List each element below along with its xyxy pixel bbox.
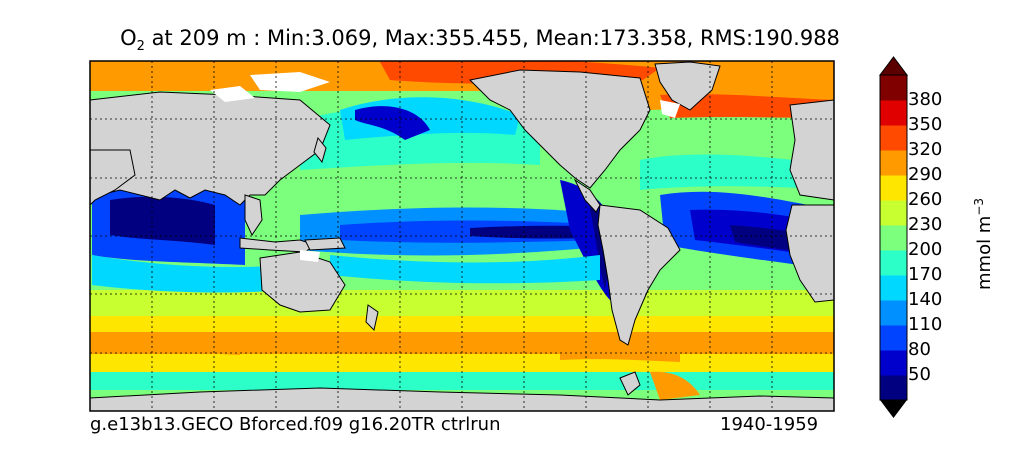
colorbar-segment	[880, 150, 907, 176]
title-subscript: 2	[136, 39, 145, 55]
colorbar	[879, 56, 908, 418]
colorbar-tick-label: 200	[908, 239, 943, 260]
colorbar-segment	[880, 350, 907, 376]
colorbar-tick-label: 140	[908, 289, 943, 310]
colorbar-tick-label: 170	[908, 264, 943, 285]
map-frame	[89, 60, 835, 412]
colorbar-tick-label: 320	[908, 139, 943, 160]
colorbar-segment	[880, 75, 907, 101]
colorbar-segment	[880, 250, 907, 276]
run-name-label: g.e13b13.GECO Bforced.f09 g16.20TR ctrlr…	[90, 414, 501, 435]
colorbar-segment	[880, 225, 907, 251]
years-label: 1940-1959	[720, 414, 819, 435]
title-stats: at 209 m : Min:3.069, Max:355.455, Mean:…	[144, 26, 840, 50]
title-variable: O	[120, 26, 137, 50]
svg-text:mmol m−3: mmol m−3	[972, 198, 995, 290]
colorbar-tick-label: 80	[908, 339, 931, 360]
colorbar-segment	[880, 275, 907, 301]
colorbar-tick-label: 350	[908, 114, 943, 135]
sea-ice	[210, 72, 680, 262]
unit-exponent: −3	[972, 198, 986, 216]
land-masses	[90, 61, 834, 411]
unit-text: mmol m	[974, 216, 995, 290]
colorbar-extend-max	[879, 56, 908, 76]
colorbar-segment	[880, 375, 907, 401]
colorbar-segment	[880, 300, 907, 326]
colorbar-tick-label: 230	[908, 214, 943, 235]
colorbar-segment	[880, 175, 907, 201]
map-title: O2 at 209 m : Min:3.069, Max:355.455, Me…	[0, 26, 960, 54]
colorbar-segment	[880, 325, 907, 351]
colorbar-segment	[880, 100, 907, 126]
colorbar-tick-label: 110	[908, 314, 943, 335]
ocean-field	[90, 61, 834, 411]
colorbar-extend-min	[880, 400, 907, 418]
colorbar-tick-label: 290	[908, 164, 943, 185]
graticule	[90, 61, 834, 411]
colorbar-segment	[880, 200, 907, 226]
colorbar-segment	[880, 125, 907, 151]
colorbar-frame	[879, 74, 908, 401]
colorbar-tick-label: 50	[908, 364, 931, 385]
colorbar-tick-label: 380	[908, 89, 943, 110]
colorbar-unit-label: mmol m−3	[964, 172, 1004, 292]
colorbar-tick-label: 260	[908, 189, 943, 210]
